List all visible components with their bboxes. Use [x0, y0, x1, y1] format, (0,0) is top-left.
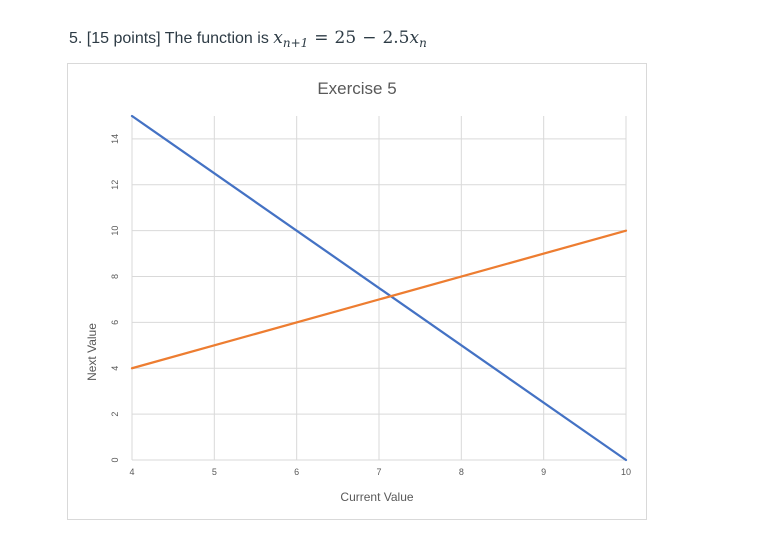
y-axis-title: Next Value [85, 323, 99, 381]
formula-equals: = [314, 28, 329, 48]
function-formula: xn+1 = 25−2.5xn [273, 28, 427, 50]
x-tick-label: 4 [129, 467, 134, 477]
series-line-2 [130, 229, 628, 370]
exercise-chart: Exercise 5 4 5 6 7 8 9 10 0 2 4 6 8 10 12 14 Current V… [85, 79, 631, 504]
formula-coef: 2.5 [382, 28, 410, 48]
y-tick-label: 4 [110, 366, 120, 371]
x-tick-label: 9 [541, 467, 546, 477]
chart-frame: Exercise 5 4 5 6 7 8 9 10 0 2 4 6 8 10 12 14 Current V… [67, 63, 647, 520]
formula-constant: 25 [334, 28, 357, 48]
x-tick-label: 5 [212, 467, 217, 477]
gridlines [131, 116, 627, 461]
x-tick-label: 8 [459, 467, 464, 477]
x-axis-title: Current Value [340, 490, 413, 504]
y-tick-label: 10 [110, 226, 120, 236]
formula-lhs-var: x [273, 28, 283, 48]
y-tick-label: 0 [110, 457, 120, 462]
y-tick-label: 2 [110, 412, 120, 417]
series-line-1 [130, 114, 628, 462]
y-tick-label: 12 [110, 180, 120, 190]
x-tick-label: 6 [294, 467, 299, 477]
question-text: 5. [15 points] The function is xn+1 = 25−2… [69, 27, 427, 54]
x-tick-label: 7 [376, 467, 381, 477]
formula-rhs-var: x [409, 28, 420, 48]
formula-rhs-sub: n [419, 36, 427, 50]
y-tick-label: 8 [110, 274, 120, 279]
question-prefix: 5. [15 points] The function is [69, 30, 269, 47]
tick-labels: 4 5 6 7 8 9 10 0 2 4 6 8 10 12 14 [110, 134, 631, 477]
x-tick-label: 10 [621, 467, 631, 477]
series-lines [130, 114, 628, 462]
y-tick-label: 14 [110, 134, 120, 144]
formula-lhs-sub: n+1 [282, 36, 309, 50]
y-tick-label: 6 [110, 320, 120, 325]
formula-minus: − [362, 28, 377, 48]
chart-title: Exercise 5 [317, 79, 396, 98]
